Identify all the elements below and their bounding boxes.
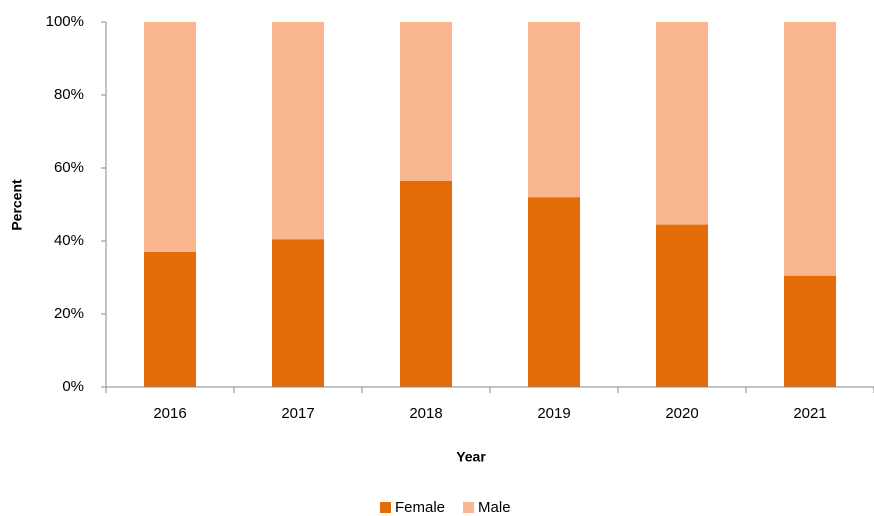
legend-swatch	[463, 502, 475, 513]
bar-segment	[784, 22, 836, 276]
x-tick-label: 2020	[665, 405, 698, 422]
y-tick-label: 20%	[54, 305, 84, 322]
x-tick-label: 2019	[537, 405, 570, 422]
x-tick-label: 2018	[409, 405, 442, 422]
x-tick-label: 2021	[793, 405, 826, 422]
x-tick-label: 2016	[153, 405, 186, 422]
bar-segment	[656, 224, 708, 387]
bar-segment	[272, 22, 324, 240]
y-tick-label: 0%	[62, 378, 84, 395]
bar-segment	[144, 251, 196, 387]
bar-segment	[784, 275, 836, 387]
x-tick-label: 2017	[281, 405, 314, 422]
bar-segment	[528, 197, 580, 387]
y-tick-label: 40%	[54, 232, 84, 249]
y-tick-label: 100%	[46, 13, 84, 30]
legend-label: Male	[478, 499, 511, 516]
bar-segment	[144, 22, 196, 252]
bar-segment	[272, 239, 324, 387]
bar-segment	[528, 22, 580, 198]
y-tick-label: 80%	[54, 86, 84, 103]
bar-segment	[656, 22, 708, 225]
bar-segment	[400, 22, 452, 181]
bar-segment	[400, 180, 452, 387]
legend-swatch	[380, 502, 391, 513]
y-axis-title: Percent	[9, 179, 25, 231]
y-tick-label: 60%	[54, 159, 84, 176]
legend-label: Female	[395, 499, 445, 516]
x-axis-title: Year	[456, 449, 486, 465]
